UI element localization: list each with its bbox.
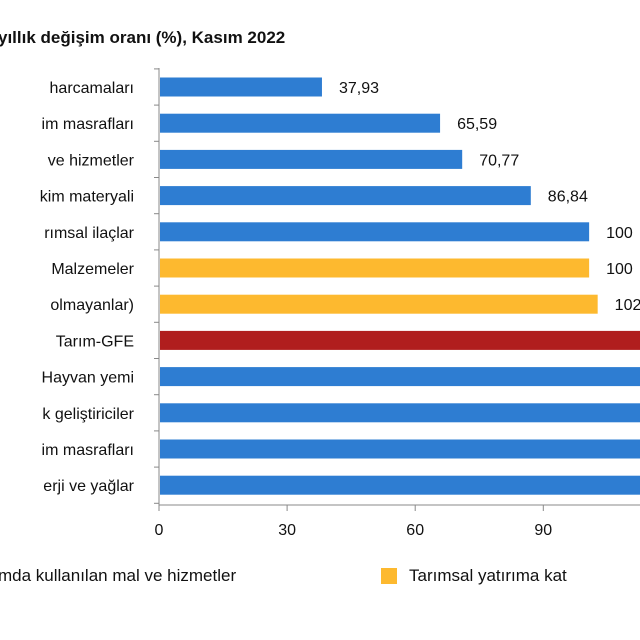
value-label: 37,93	[339, 80, 379, 97]
bar	[160, 258, 590, 278]
bar	[160, 294, 598, 314]
bar	[160, 149, 463, 169]
category-label: Malzemeler	[51, 261, 134, 278]
legend-label-1: Tarımsal yatırıma kat	[409, 566, 567, 585]
bar	[160, 113, 441, 133]
bar	[160, 186, 531, 206]
value-label: 65,59	[457, 116, 497, 133]
x-tick-label: 60	[406, 522, 424, 539]
category-label: erji ve yağlar	[43, 478, 134, 495]
value-label: 100	[606, 261, 633, 278]
bar	[160, 403, 640, 423]
bar-chart: 0 30 60 90 harcamaları 37,93 im masrafları 65,…	[40, 68, 640, 539]
x-tick-label: 90	[534, 522, 552, 539]
value-label: 70,77	[479, 152, 519, 169]
chart-title: yıllık değişim oranı (%), Kasım 2022	[0, 28, 286, 47]
bar	[160, 330, 640, 350]
bar	[160, 222, 590, 242]
legend-swatch-1	[381, 568, 397, 584]
bar	[160, 77, 322, 97]
value-label: 102	[615, 297, 640, 314]
category-label: im masrafları	[42, 116, 134, 133]
x-tick-label: 0	[155, 522, 164, 539]
value-label: 86,84	[548, 189, 588, 206]
category-label: k geliştiriciler	[42, 406, 134, 423]
axis-layer: 0 30 60 90	[154, 68, 640, 539]
legend: mda kullanılan mal ve hizmetler Tarımsal…	[0, 566, 640, 596]
bars-layer	[160, 77, 640, 495]
category-label: ve hizmetler	[48, 152, 135, 169]
category-label: Tarım-GFE	[56, 333, 134, 350]
x-tick-label: 30	[278, 522, 296, 539]
labels-layer: harcamaları 37,93 im masrafları 65,59 ve hiz…	[40, 80, 640, 495]
category-label: harcamaları	[50, 80, 134, 97]
legend-label-0: mda kullanılan mal ve hizmetler	[0, 566, 237, 585]
value-label: 100	[606, 225, 633, 242]
category-label: olmayanlar)	[50, 297, 134, 314]
category-label: rımsal ilaçlar	[44, 225, 134, 242]
category-label: kim materyali	[40, 189, 134, 206]
legend-item-0: mda kullanılan mal ve hizmetler	[0, 566, 236, 586]
category-label: im masrafları	[42, 442, 134, 459]
legend-item-1: Tarımsal yatırıma kat	[381, 566, 567, 586]
category-label: Hayvan yemi	[42, 370, 134, 387]
bar	[160, 439, 640, 459]
bar	[160, 475, 640, 495]
bar	[160, 367, 640, 387]
